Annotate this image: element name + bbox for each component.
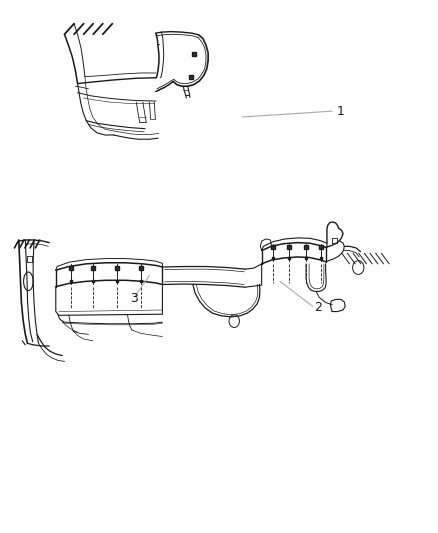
Text: 2: 2 xyxy=(314,301,322,314)
Text: 3: 3 xyxy=(130,292,138,305)
Text: 1: 1 xyxy=(336,104,344,118)
